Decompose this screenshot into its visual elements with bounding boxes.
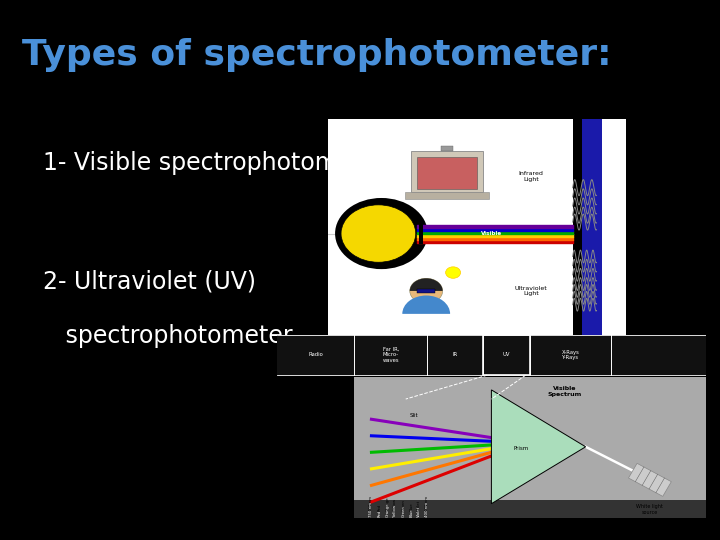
Bar (441, 146, 453, 151)
Text: spectrophotometer.: spectrophotometer. (43, 324, 298, 348)
Text: Blue: Blue (409, 502, 413, 511)
Text: Violet: Violet (417, 507, 421, 517)
Bar (603, 119, 626, 348)
Bar (483, 335, 530, 375)
Circle shape (341, 205, 415, 262)
Text: 750 nm: 750 nm (369, 503, 374, 517)
Text: Orange: Orange (385, 503, 390, 517)
Text: IR: IR (452, 353, 457, 357)
Text: 2- Ultraviolet (UV): 2- Ultraviolet (UV) (43, 270, 256, 294)
Text: Visible: Visible (482, 231, 503, 236)
Bar (354, 377, 706, 518)
Text: X-Rays
Y-Rays: X-Rays Y-Rays (562, 349, 580, 360)
Text: 750 nm: 750 nm (369, 496, 374, 511)
Text: Infrared
Light: Infrared Light (518, 171, 543, 181)
Circle shape (410, 278, 443, 303)
Text: Red: Red (377, 510, 382, 517)
Bar (405, 192, 489, 199)
Circle shape (335, 198, 428, 269)
Text: 1- Visible spectrophotometer.: 1- Visible spectrophotometer. (43, 151, 392, 175)
Text: Red: Red (377, 504, 382, 511)
Bar (328, 119, 572, 348)
Bar (418, 157, 477, 189)
Circle shape (446, 267, 461, 278)
Text: Yellow: Yellow (393, 505, 397, 517)
Text: Radio: Radio (308, 353, 323, 357)
Text: Orange: Orange (385, 497, 390, 511)
Polygon shape (491, 390, 585, 504)
Text: 400 nm: 400 nm (425, 496, 429, 511)
Bar (419, 223, 423, 244)
Text: Green: Green (401, 499, 405, 511)
Bar (411, 151, 483, 192)
Text: Prism: Prism (514, 446, 529, 451)
Bar (354, 500, 706, 518)
Bar (418, 288, 435, 293)
Text: White light
source: White light source (636, 504, 663, 515)
Text: Slit: Slit (410, 413, 418, 418)
Text: Green: Green (401, 505, 405, 517)
Text: UV: UV (503, 353, 510, 357)
Text: Yellow: Yellow (393, 499, 397, 511)
Wedge shape (402, 295, 450, 314)
Text: 400 nm: 400 nm (425, 502, 429, 517)
Text: Far IR,
Micro-
waves: Far IR, Micro- waves (382, 347, 399, 363)
Bar (582, 119, 603, 348)
Text: Types of spectrophotometer:: Types of spectrophotometer: (22, 38, 611, 72)
Text: Blue: Blue (409, 509, 413, 517)
Text: Visible
Spectrum: Visible Spectrum (547, 386, 581, 397)
Text: Violet: Violet (417, 500, 421, 511)
Text: Ultraviolet
Light: Ultraviolet Light (514, 286, 547, 296)
Bar (277, 335, 706, 375)
Wedge shape (410, 278, 443, 291)
Polygon shape (629, 463, 671, 496)
